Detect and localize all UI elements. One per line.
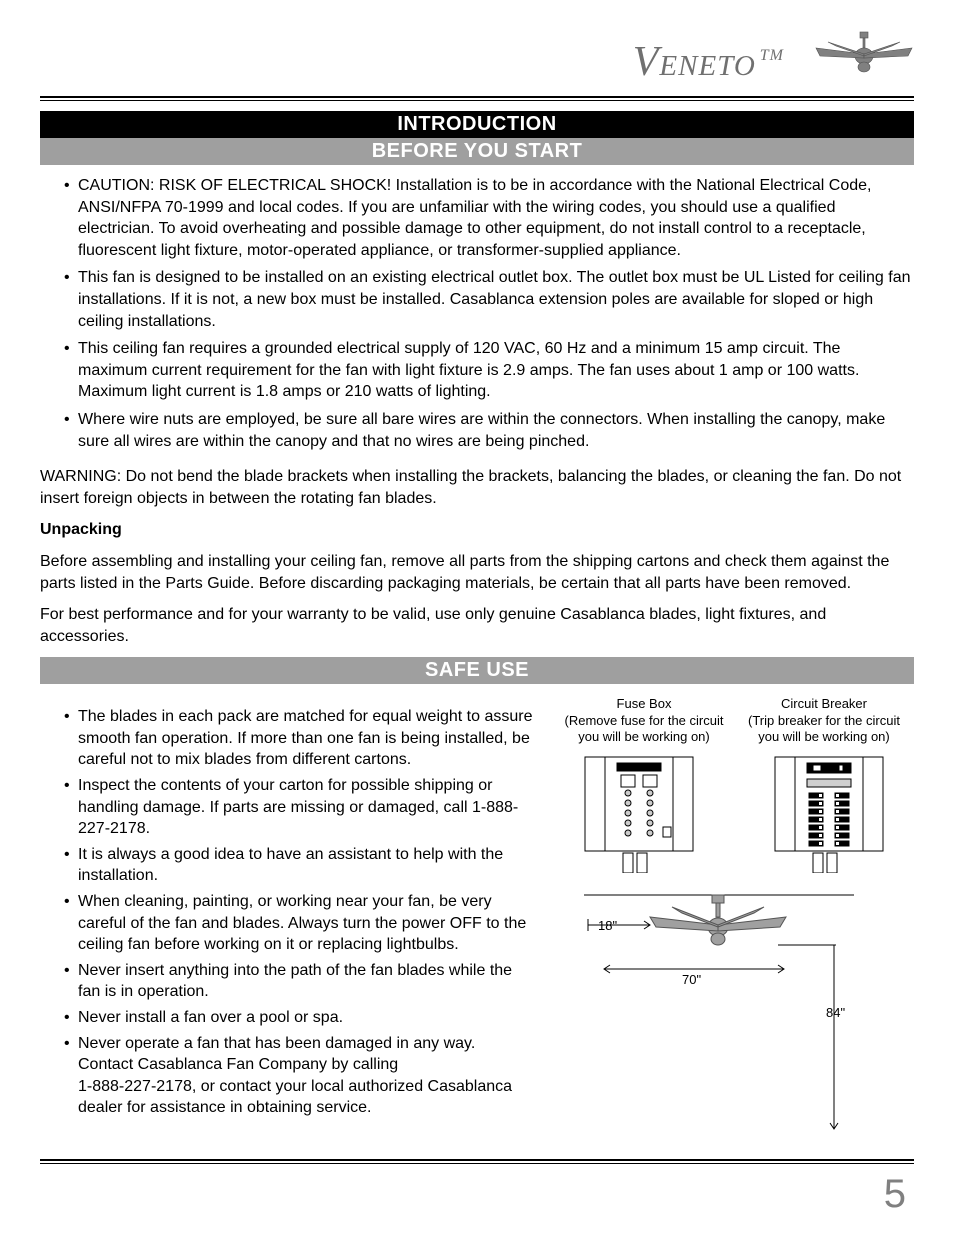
safe-use-bullet: The blades in each pack are matched for … — [64, 706, 534, 771]
safe-use-bullet: It is always a good idea to have an assi… — [64, 844, 534, 887]
header-rule-thick — [40, 96, 914, 98]
before-bullet: CAUTION: RISK OF ELECTRICAL SHOCK! Insta… — [64, 175, 914, 261]
section-banner-introduction: INTRODUCTION — [40, 111, 914, 138]
circuit-breaker-label: Circuit Breaker (Trip breaker for the ci… — [744, 696, 904, 745]
before-bullet: This fan is designed to be installed on … — [64, 267, 914, 332]
circuit-breaker-icon — [769, 753, 889, 873]
dim-18-text: 18" — [598, 918, 617, 933]
panel-labels-row: Fuse Box (Remove fuse for the circuit yo… — [554, 696, 914, 745]
page-header: VenetoTM — [40, 30, 914, 86]
footer-rule-thin — [40, 1163, 914, 1164]
safe-use-bullet: Inspect the contents of your carton for … — [64, 775, 534, 840]
clearance-diagram: 18" 70" 84" — [554, 879, 914, 1139]
before-bullet: This ceiling fan requires a grounded ele… — [64, 338, 914, 403]
warning-paragraph: WARNING: Do not bend the blade brackets … — [40, 466, 914, 509]
electrical-panels-row — [554, 753, 914, 873]
safe-use-bullet: Never install a fan over a pool or spa. — [64, 1007, 534, 1029]
safe-use-bullet-list: The blades in each pack are matched for … — [40, 706, 534, 1119]
safe-use-text-column: The blades in each pack are matched for … — [40, 696, 534, 1139]
section-banner-safe-use: SAFE USE — [40, 657, 914, 684]
before-you-start-content: CAUTION: RISK OF ELECTRICAL SHOCK! Insta… — [40, 175, 914, 647]
ceiling-fan-icon — [814, 30, 914, 78]
fuse-box-label: Fuse Box (Remove fuse for the circuit yo… — [564, 696, 724, 745]
dim-84-text: 84" — [826, 1005, 845, 1020]
clearance-diagram-svg: 18" 70" 84" — [554, 879, 914, 1139]
safe-use-diagram-column: Fuse Box (Remove fuse for the circuit yo… — [554, 696, 914, 1139]
before-bullet: Where wire nuts are employed, be sure al… — [64, 409, 914, 452]
dim-70-text: 70" — [682, 972, 701, 987]
safe-use-bullet: Never insert anything into the path of t… — [64, 960, 534, 1003]
brand-title: VenetoTM — [633, 38, 784, 86]
footer-rule-thick — [40, 1159, 914, 1161]
safe-use-bullet: Never operate a fan that has been damage… — [64, 1033, 534, 1119]
trademark-symbol: TM — [760, 47, 784, 64]
section-banner-before-you-start: BEFORE YOU START — [40, 138, 914, 165]
before-bullet-list: CAUTION: RISK OF ELECTRICAL SHOCK! Insta… — [40, 175, 914, 452]
header-rule-thin — [40, 100, 914, 101]
page-number: 5 — [40, 1172, 914, 1217]
unpacking-body: Before assembling and installing your ce… — [40, 551, 914, 594]
unpacking-heading: Unpacking — [40, 519, 914, 541]
brand-name: Veneto — [633, 39, 756, 85]
safe-use-row: The blades in each pack are matched for … — [40, 696, 914, 1139]
safe-use-bullet: When cleaning, painting, or working near… — [64, 891, 534, 956]
warranty-paragraph: For best performance and for your warran… — [40, 604, 914, 647]
fuse-box-icon — [579, 753, 699, 873]
